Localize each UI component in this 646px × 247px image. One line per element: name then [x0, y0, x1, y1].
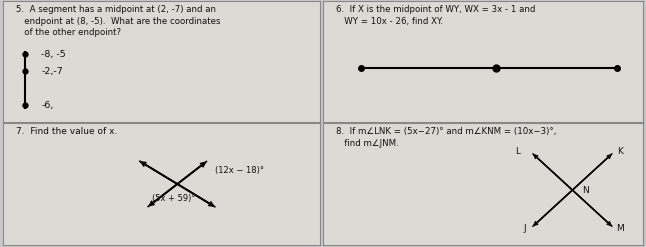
Text: 7.  Find the value of x.: 7. Find the value of x. [16, 127, 118, 136]
Text: -2,-7: -2,-7 [41, 67, 63, 76]
Text: 8.  If m∠LNK = (5x−27)° and m∠KNM = (10x−3)°,
   find m∠JNM.: 8. If m∠LNK = (5x−27)° and m∠KNM = (10x−… [336, 127, 556, 148]
Text: -6,: -6, [41, 101, 54, 110]
Text: J: J [523, 224, 526, 233]
Text: L: L [516, 147, 521, 156]
Text: 5.  A segment has a midpoint at (2, -7) and an
   endpoint at (8, -5).  What are: 5. A segment has a midpoint at (2, -7) a… [16, 5, 220, 38]
Text: (12x − 18)°: (12x − 18)° [215, 166, 264, 175]
Text: 6.  If X is the midpoint of WY, WX = 3x - 1 and
   WY = 10x - 26, find XY.: 6. If X is the midpoint of WY, WX = 3x -… [336, 5, 535, 26]
Text: M: M [616, 224, 624, 233]
Text: N: N [582, 185, 589, 195]
Text: -8, -5: -8, -5 [41, 50, 66, 59]
Text: K: K [618, 147, 623, 156]
Text: (5x + 59)°: (5x + 59)° [152, 194, 196, 203]
